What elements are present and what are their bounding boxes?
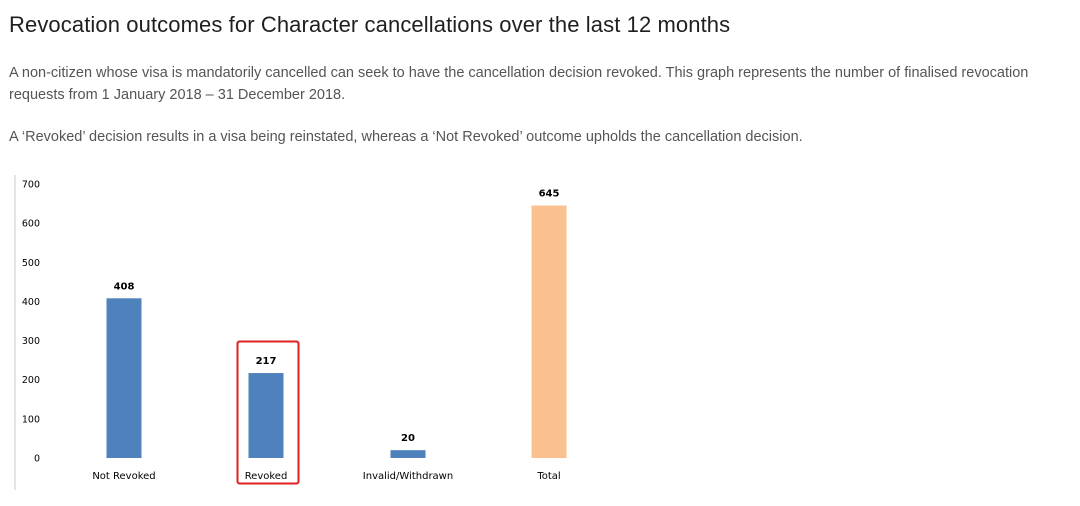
revoked-highlight-box <box>236 340 300 485</box>
bar-invalid-withdrawn <box>390 450 426 458</box>
category-label-not-revoked: Not Revoked <box>92 471 155 482</box>
y-tick-label: 400 <box>22 297 40 308</box>
y-tick-label: 200 <box>22 375 40 386</box>
y-tick-label: 700 <box>22 180 40 191</box>
y-tick-label: 100 <box>22 414 40 425</box>
definition-paragraph: A ‘Revoked’ decision results in a visa b… <box>9 129 803 145</box>
bar-chart: 0 100 200 300 400 500 600 700 408 217 20 645 Not R… <box>14 175 567 490</box>
data-label-not-revoked: 408 <box>114 281 135 292</box>
bar-total <box>531 205 567 458</box>
y-tick-label: 600 <box>22 219 40 230</box>
bar-not-revoked <box>106 298 142 458</box>
bar-revoked <box>248 373 284 458</box>
data-label-total: 645 <box>539 189 560 200</box>
description-paragraph: A non-citizen whose visa is mandatorily … <box>9 65 1029 103</box>
category-labels: Not Revoked Revoked Invalid/Withdrawn Total <box>92 471 560 482</box>
data-labels: 408 217 20 645 <box>114 189 560 445</box>
page-title: Revocation outcomes for Character cancel… <box>9 12 731 37</box>
category-label-revoked: Revoked <box>245 471 288 482</box>
y-tick-label: 500 <box>22 258 40 269</box>
y-tick-label: 300 <box>22 336 40 347</box>
bars <box>106 205 567 458</box>
category-label-total: Total <box>536 471 560 482</box>
y-tick-label: 0 <box>34 454 40 465</box>
data-label-invalid-withdrawn: 20 <box>401 433 415 444</box>
data-label-revoked: 217 <box>256 356 277 367</box>
y-axis: 0 100 200 300 400 500 600 700 <box>22 180 40 465</box>
category-label-invalid-withdrawn: Invalid/Withdrawn <box>363 471 453 482</box>
